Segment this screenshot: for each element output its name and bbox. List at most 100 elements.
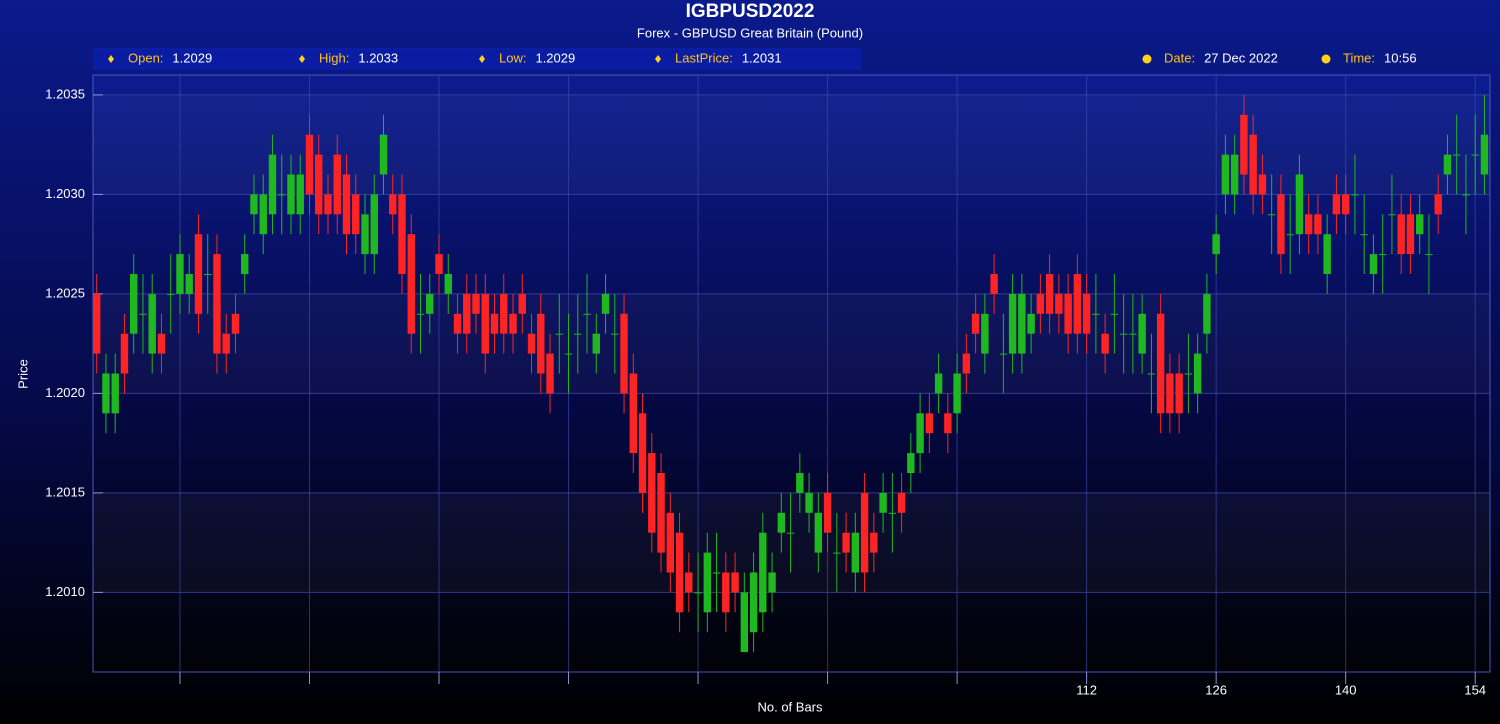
candle-body: [944, 413, 952, 434]
candle-body: [1240, 114, 1248, 175]
candle-body: [740, 592, 749, 653]
candle-body: [574, 333, 582, 335]
candle-body: [194, 234, 203, 314]
candle-body: [1434, 194, 1442, 215]
info-marker: [299, 55, 305, 63]
candle-body: [213, 254, 221, 354]
candle-body: [796, 473, 804, 493]
y-tick-label: 1.2035: [45, 86, 85, 101]
candle-body: [1212, 234, 1220, 255]
candle-body: [1480, 134, 1489, 175]
candle-body: [592, 333, 600, 354]
info-label: Time:: [1343, 50, 1375, 65]
candle-body: [1184, 373, 1193, 375]
candle-body: [296, 174, 304, 215]
candle-body: [759, 532, 767, 613]
candle-body: [1360, 234, 1368, 236]
candle-body: [981, 313, 989, 354]
chart-title: IGBPUSD2022: [686, 1, 815, 22]
candle-body: [583, 313, 591, 315]
candle-body: [1397, 214, 1405, 255]
x-tick-label: 112: [1076, 682, 1097, 697]
candle-body: [435, 254, 443, 274]
candle-body: [268, 154, 277, 215]
candle-body: [370, 194, 378, 255]
candle-body: [463, 293, 471, 334]
x-tick-label: 140: [1335, 682, 1357, 697]
candle-body: [916, 413, 924, 454]
candle-body: [157, 333, 166, 354]
candle-body: [666, 512, 675, 573]
y-tick-label: 1.2025: [45, 285, 85, 300]
x-tick-label: 126: [1205, 682, 1227, 697]
candle-body: [1175, 373, 1183, 414]
candle-body: [1267, 214, 1276, 216]
candle-body: [1008, 293, 1017, 354]
info-marker: [1142, 54, 1152, 64]
candle-body: [971, 313, 980, 334]
candle-body: [1073, 274, 1082, 334]
candle-body: [870, 532, 878, 553]
candle-body: [1119, 333, 1128, 335]
candle-body: [777, 512, 786, 533]
candle-body: [204, 274, 212, 275]
candle-body: [814, 512, 823, 553]
candle-body: [185, 274, 193, 294]
candle-body: [823, 492, 832, 533]
x-axis-label: No. of Bars: [757, 699, 823, 714]
candle-body: [1138, 313, 1146, 354]
candle-body: [426, 293, 434, 314]
candle-body: [1388, 214, 1396, 216]
candle-body: [1341, 194, 1350, 215]
candle-body: [444, 274, 452, 294]
candle-body: [250, 194, 258, 215]
grid-band: [93, 294, 1490, 394]
candle-body: [287, 174, 295, 215]
candle-body: [1045, 274, 1054, 314]
y-tick-label: 1.2020: [45, 385, 85, 400]
candle-body: [786, 532, 795, 534]
candle-body: [925, 413, 934, 434]
candle-body: [1249, 134, 1257, 195]
candle-body: [1258, 174, 1267, 195]
candle-body: [712, 572, 721, 574]
candle-body: [703, 552, 712, 613]
candle-body: [1221, 154, 1230, 195]
candle-body: [518, 293, 526, 314]
candle-body: [897, 492, 906, 513]
info-label: Low:: [499, 50, 526, 65]
candle-body: [1378, 254, 1387, 256]
candle-body: [1351, 194, 1359, 196]
candle-body: [1230, 154, 1239, 195]
candle-body: [241, 254, 249, 274]
candle-body: [1295, 174, 1304, 235]
candle-body: [675, 532, 684, 613]
info-marker: [479, 55, 485, 63]
candle-body: [139, 313, 147, 315]
candle-body: [1462, 194, 1470, 196]
candle-body: [1036, 293, 1045, 314]
candle-body: [851, 532, 860, 573]
info-label: Open:: [128, 50, 163, 65]
candle-body: [1129, 333, 1137, 335]
candle-body: [500, 293, 508, 334]
candle-body: [1147, 373, 1156, 375]
candle-body: [1471, 154, 1479, 156]
candle-body: [259, 194, 267, 235]
candle-body: [648, 453, 656, 533]
candle-body: [315, 154, 323, 215]
y-tick-label: 1.2015: [45, 484, 85, 499]
candle-body: [102, 373, 110, 414]
candle-body: [768, 572, 776, 593]
candle-body: [1101, 333, 1109, 354]
candle-body: [453, 313, 462, 334]
candle-body: [657, 473, 665, 553]
candle-body: [601, 293, 610, 314]
candle-body: [472, 293, 480, 314]
candle-body: [222, 333, 230, 354]
candle-body: [278, 194, 286, 196]
candle-body: [176, 254, 184, 294]
candle-body: [1314, 214, 1322, 235]
info-marker: [655, 55, 661, 63]
